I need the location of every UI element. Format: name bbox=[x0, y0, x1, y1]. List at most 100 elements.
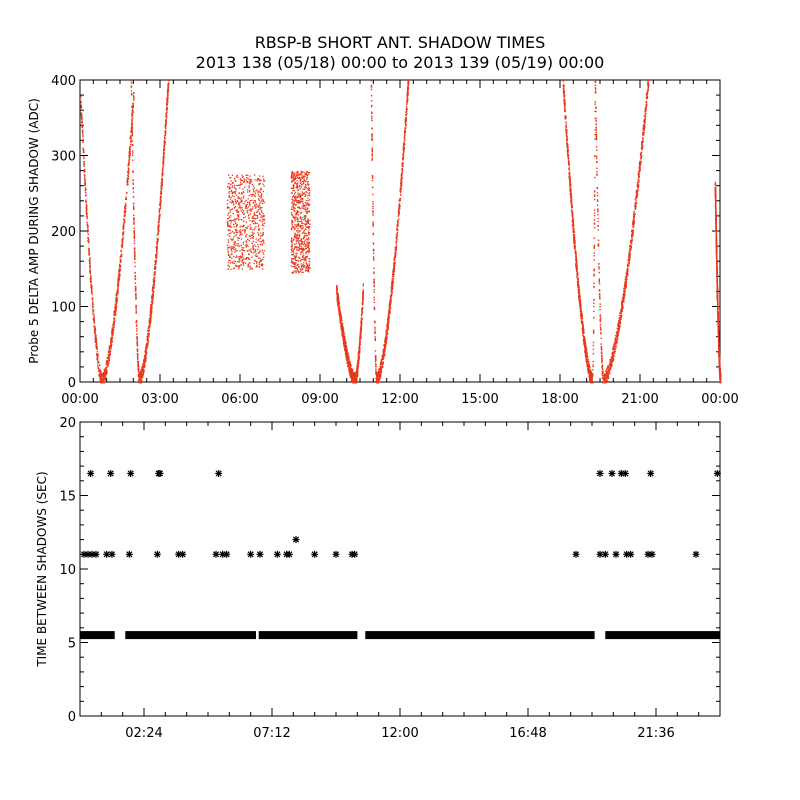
amplitude-point bbox=[356, 374, 358, 376]
amplitude-point bbox=[165, 124, 167, 126]
amplitude-point bbox=[403, 141, 405, 143]
amplitude-point bbox=[386, 331, 388, 333]
amplitude-point bbox=[228, 259, 230, 261]
amplitude-point bbox=[296, 183, 298, 185]
amplitude-point bbox=[298, 174, 300, 176]
amplitude-point bbox=[247, 206, 250, 208]
amplitude-point bbox=[294, 234, 296, 236]
amplitude-point bbox=[86, 231, 89, 233]
amplitude-point bbox=[250, 194, 252, 196]
amplitude-point bbox=[136, 342, 138, 345]
amplitude-point bbox=[373, 267, 375, 269]
amplitude-point bbox=[127, 172, 129, 174]
amplitude-point bbox=[117, 284, 120, 286]
amplitude-point bbox=[257, 192, 259, 194]
amplitude-point bbox=[302, 222, 304, 225]
amplitude-point bbox=[299, 226, 301, 228]
amplitude-point bbox=[132, 188, 134, 190]
amplitude-point bbox=[233, 260, 235, 262]
amplitude-point bbox=[116, 299, 118, 301]
amplitude-point bbox=[384, 341, 386, 343]
amplitude-point bbox=[357, 363, 359, 365]
amplitude-point bbox=[237, 217, 239, 220]
amplitude-point bbox=[298, 242, 300, 244]
amplitude-point bbox=[117, 288, 119, 290]
amplitude-point bbox=[110, 346, 112, 349]
amplitude-point bbox=[307, 251, 310, 253]
amplitude-point bbox=[135, 290, 137, 292]
amplitude-point bbox=[305, 173, 307, 175]
amplitude-point bbox=[378, 369, 380, 372]
amplitude-point bbox=[303, 257, 305, 259]
amplitude-point bbox=[137, 358, 139, 361]
amplitude-point bbox=[339, 307, 341, 310]
amplitude-point bbox=[136, 327, 138, 330]
amplitude-point bbox=[154, 266, 156, 268]
amplitude-point bbox=[133, 95, 135, 98]
amplitude-point bbox=[105, 369, 108, 371]
amplitude-point bbox=[407, 88, 409, 90]
amplitude-point bbox=[138, 378, 140, 380]
amplitude-point bbox=[99, 373, 101, 375]
amplitude-point bbox=[298, 266, 300, 268]
amplitude-point bbox=[150, 306, 152, 309]
x-tick-label: 18:00 bbox=[541, 392, 578, 407]
amplitude-point bbox=[238, 197, 240, 199]
amplitude-point bbox=[362, 290, 364, 293]
amplitude-point bbox=[307, 246, 309, 248]
amplitude-point bbox=[299, 195, 301, 197]
amplitude-point bbox=[130, 143, 132, 146]
amplitude-point bbox=[261, 244, 263, 246]
amplitude-point bbox=[299, 185, 301, 187]
amplitude-point bbox=[295, 196, 297, 198]
amplitude-point bbox=[349, 368, 351, 370]
amplitude-point bbox=[361, 313, 363, 316]
amplitude-point bbox=[95, 343, 98, 345]
amplitude-point bbox=[92, 303, 94, 306]
amplitude-point bbox=[134, 265, 136, 268]
amplitude-point bbox=[250, 181, 252, 183]
amplitude-point bbox=[251, 183, 253, 186]
y-tick-label: 300 bbox=[51, 150, 76, 165]
amplitude-point bbox=[164, 144, 166, 146]
amplitude-point bbox=[111, 341, 113, 343]
amplitude-point bbox=[246, 201, 249, 203]
amplitude-point bbox=[247, 177, 249, 180]
amplitude-point bbox=[91, 293, 93, 296]
amplitude-point bbox=[296, 184, 298, 186]
amplitude-point bbox=[396, 235, 399, 237]
amplitude-point bbox=[144, 351, 146, 353]
amplitude-point bbox=[243, 178, 245, 180]
amplitude-point bbox=[262, 268, 264, 270]
amplitude-point bbox=[247, 225, 249, 227]
amplitude-point bbox=[136, 339, 138, 341]
amplitude-point bbox=[145, 351, 148, 353]
amplitude-point bbox=[128, 147, 131, 149]
amplitude-point bbox=[238, 266, 240, 268]
amplitude-point bbox=[85, 203, 88, 206]
amplitude-point bbox=[261, 218, 264, 220]
amplitude-point bbox=[236, 200, 238, 202]
amplitude-point bbox=[235, 218, 237, 220]
amplitude-point bbox=[292, 178, 294, 180]
amplitude-point bbox=[298, 243, 300, 245]
amplitude-point bbox=[82, 136, 84, 138]
amplitude-point bbox=[343, 339, 345, 342]
amplitude-point bbox=[297, 192, 299, 194]
amplitude-point bbox=[132, 207, 135, 209]
amplitude-point bbox=[249, 208, 251, 210]
amplitude-point bbox=[139, 381, 142, 383]
amplitude-point bbox=[263, 201, 265, 204]
amplitude-point bbox=[308, 252, 310, 254]
amplitude-point bbox=[229, 246, 231, 248]
amplitude-point bbox=[351, 368, 354, 371]
amplitude-point bbox=[134, 255, 136, 257]
amplitude-point bbox=[131, 124, 133, 126]
amplitude-point bbox=[338, 302, 340, 304]
amplitude-point bbox=[119, 261, 121, 263]
amplitude-point bbox=[230, 177, 232, 179]
amplitude-point bbox=[227, 224, 229, 227]
amplitude-point bbox=[293, 177, 295, 179]
amplitude-point bbox=[255, 218, 257, 220]
amplitude-point bbox=[150, 307, 152, 310]
